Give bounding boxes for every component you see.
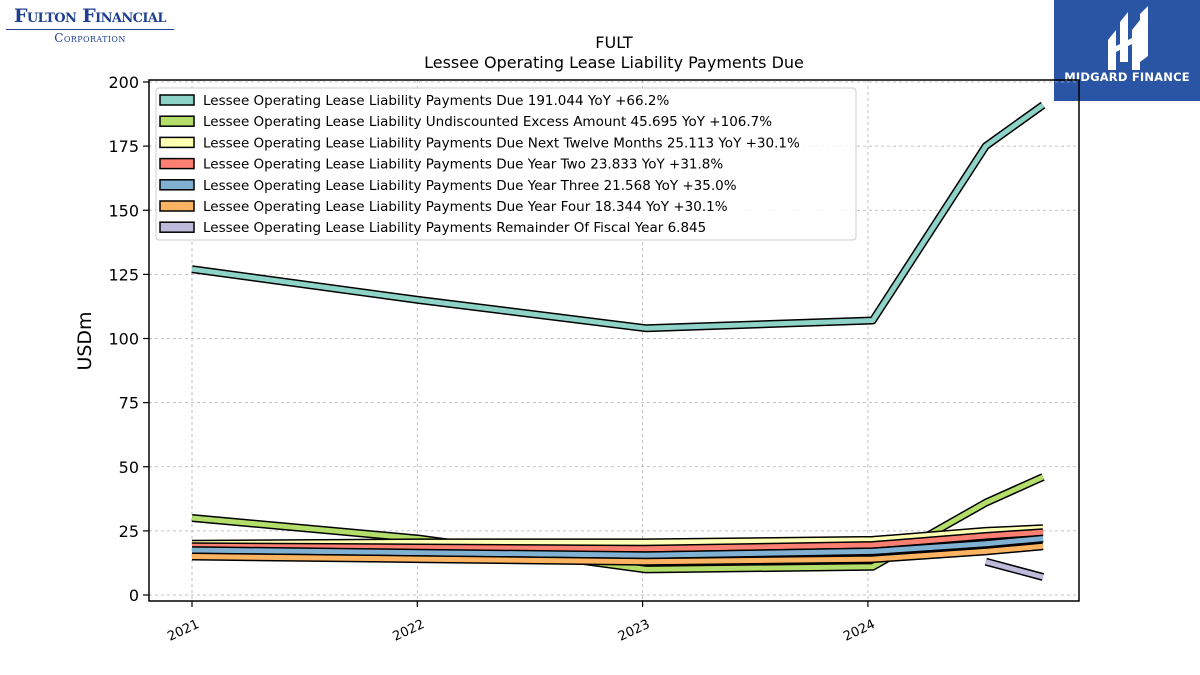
legend-label: Lessee Operating Lease Liability Undisco… xyxy=(203,114,772,130)
legend-item: Lessee Operating Lease Liability Payment… xyxy=(159,220,706,236)
company-logo-name: Fulton Financial xyxy=(6,4,174,30)
plot-frame xyxy=(148,79,1080,602)
y-tick-label: 25 xyxy=(119,522,139,541)
legend-label: Lessee Operating Lease Liability Payment… xyxy=(203,199,728,215)
series-line-fill xyxy=(191,529,1044,552)
series-line-fill xyxy=(985,559,1044,580)
chart-subtitle: Lessee Operating Lease Liability Payment… xyxy=(424,53,804,72)
legend-label: Lessee Operating Lease Liability Payment… xyxy=(203,220,706,236)
legend: Lessee Operating Lease Liability Payment… xyxy=(155,87,857,241)
series-line-fill xyxy=(191,525,1044,547)
series-line xyxy=(191,534,1044,560)
legend-box xyxy=(155,87,857,241)
x-tick-label: 2023 xyxy=(616,617,652,645)
series-line-fill xyxy=(191,543,1044,565)
y-tick-label: 0 xyxy=(129,586,139,605)
y-tick-label: 175 xyxy=(108,137,139,156)
y-axis-label: USDm xyxy=(74,311,96,370)
series-line-fill xyxy=(191,103,1045,331)
company-logo: Fulton Financial Corporation xyxy=(6,4,174,45)
series-line xyxy=(191,473,1045,574)
series-line xyxy=(191,542,1044,566)
legend-label: Lessee Operating Lease Liability Payment… xyxy=(203,178,737,194)
legend-swatch xyxy=(159,200,195,212)
legend-swatch xyxy=(159,179,195,191)
legend-swatch xyxy=(159,136,195,149)
x-tick-label: 2021 xyxy=(165,617,201,645)
legend-item: Lessee Operating Lease Liability Payment… xyxy=(159,199,728,215)
x-tick-label: 2022 xyxy=(391,617,427,645)
y-tick-label: 50 xyxy=(119,458,139,477)
brand-logo-icon xyxy=(1108,6,1148,70)
legend-item: Lessee Operating Lease Liability Undisco… xyxy=(159,114,772,130)
series-line xyxy=(191,528,1044,553)
legend-item: Lessee Operating Lease Liability Payment… xyxy=(159,135,800,151)
legend-item: Lessee Operating Lease Liability Payment… xyxy=(159,93,669,109)
y-tick-label: 125 xyxy=(108,265,139,284)
series-line-fill xyxy=(191,474,1045,572)
y-tick-label: 200 xyxy=(108,73,139,92)
legend-swatch xyxy=(159,157,195,170)
legend-label: Lessee Operating Lease Liability Payment… xyxy=(203,93,669,109)
brand-logo-text: MIDGARD FINANCE xyxy=(1064,70,1190,84)
series-line xyxy=(191,101,1046,333)
chart-title: FULT xyxy=(595,33,633,52)
tick-layer: 0 25 50 75 100 125 150 175 200 2021 2022 2023 2024 xyxy=(108,73,877,645)
legend-swatch xyxy=(159,94,195,106)
series-line-fill xyxy=(191,536,1044,558)
y-tick-label: 75 xyxy=(119,394,139,413)
legend-swatch xyxy=(159,115,195,127)
y-tick-label: 100 xyxy=(108,330,139,349)
legend-label: Lessee Operating Lease Liability Payment… xyxy=(203,157,723,173)
x-tick-label: 2024 xyxy=(841,617,877,645)
y-tick-label: 150 xyxy=(108,201,139,220)
series-line xyxy=(984,557,1045,581)
legend-label: Lessee Operating Lease Liability Payment… xyxy=(203,135,800,151)
legend-item: Lessee Operating Lease Liability Payment… xyxy=(159,178,737,194)
series-layer xyxy=(191,101,1046,581)
company-logo-subname: Corporation xyxy=(54,31,126,45)
legend-swatch xyxy=(159,221,195,233)
legend-item: Lessee Operating Lease Liability Payment… xyxy=(159,157,723,173)
series-line xyxy=(191,524,1044,548)
